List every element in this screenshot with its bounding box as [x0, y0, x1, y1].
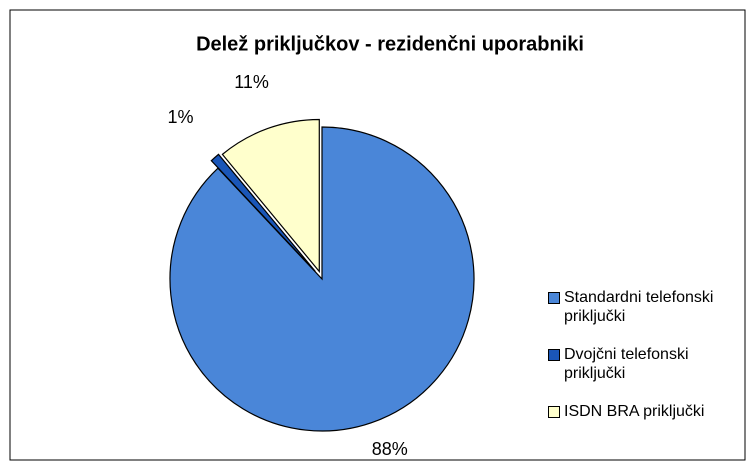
- legend-swatch: [548, 406, 560, 418]
- data-label: 1%: [167, 107, 193, 127]
- legend-swatch: [548, 292, 560, 304]
- legend-item: Standardni telefonski priključki: [548, 288, 748, 326]
- pie-slice: [221, 118, 320, 274]
- legend-item: Dvojčni telefonski priključki: [548, 345, 748, 383]
- pie-slice: [169, 126, 475, 432]
- chart-title: Delež priključkov - rezidenčni uporabnik…: [196, 33, 584, 55]
- legend-swatch: [548, 349, 560, 361]
- legend-item: ISDN BRA priključki: [548, 402, 748, 421]
- legend-label: Dvojčni telefonski priključki: [564, 346, 689, 382]
- legend: Standardni telefonski priključki Dvojčni …: [548, 288, 748, 440]
- legend-label: ISDN BRA priključki: [564, 403, 705, 420]
- legend-label: Standardni telefonski priključki: [564, 289, 714, 325]
- pie-slice: [210, 153, 316, 272]
- data-label: 11%: [234, 72, 269, 92]
- data-label: 88%: [372, 439, 408, 459]
